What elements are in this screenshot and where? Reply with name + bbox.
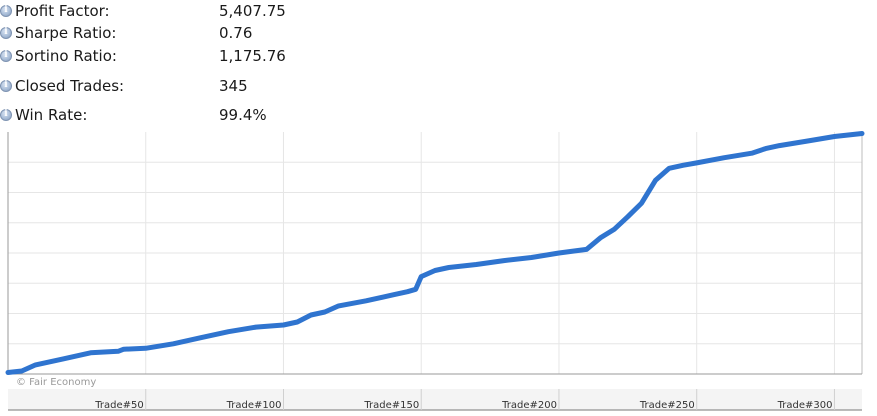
info-icon[interactable] [0,109,12,121]
stat-label: Closed Trades: [15,77,125,95]
stats-panel: Profit Factor: 5,407.75 Sharpe Ratio: 0.… [0,0,877,128]
x-tick-label: Trade#150 [363,400,419,411]
stat-label: Sortino Ratio: [15,47,117,65]
stat-row-sortino-ratio: Sortino Ratio: 1,175.76 [0,45,877,69]
stat-label: Profit Factor: [15,2,110,20]
equity-chart: Trade#50 Trade#100 Trade#150 Trade#200 Trade… [0,128,877,416]
x-axis-strip [8,389,862,410]
stat-value: 1,175.76 [219,47,286,65]
stat-row-sharpe-ratio: Sharpe Ratio: 0.76 [0,22,877,46]
stat-row-closed-trades: Closed Trades: 345 [0,75,877,99]
stat-label: Sharpe Ratio: [15,24,117,42]
stat-value: 0.76 [219,24,253,42]
x-axis: Trade#50 Trade#100 Trade#150 Trade#200 Trade… [8,389,862,411]
x-tick-label: Trade#300 [777,400,833,411]
stat-label: Win Rate: [15,106,88,124]
series-layer [5,131,865,375]
x-tick-label: Trade#200 [501,400,557,411]
stat-value: 99.4% [219,106,267,124]
x-tick-label: Trade#250 [639,400,695,411]
stat-value: 5,407.75 [219,2,286,20]
x-tick-label: Trade#100 [226,400,282,411]
watermark: © Fair Economy [16,377,96,388]
info-icon[interactable] [0,5,12,17]
info-icon[interactable] [0,80,12,92]
stat-value: 345 [219,77,248,95]
info-icon[interactable] [0,27,12,39]
info-icon[interactable] [0,50,12,62]
stat-row-profit-factor: Profit Factor: 5,407.75 [0,0,877,24]
stat-row-win-rate: Win Rate: 99.4% [0,104,877,128]
plot-frame [7,132,863,375]
series-line [5,131,865,375]
x-tick-label: Trade#50 [94,400,143,411]
chart-svg: Trade#50 Trade#100 Trade#150 Trade#200 Trade… [0,128,877,416]
